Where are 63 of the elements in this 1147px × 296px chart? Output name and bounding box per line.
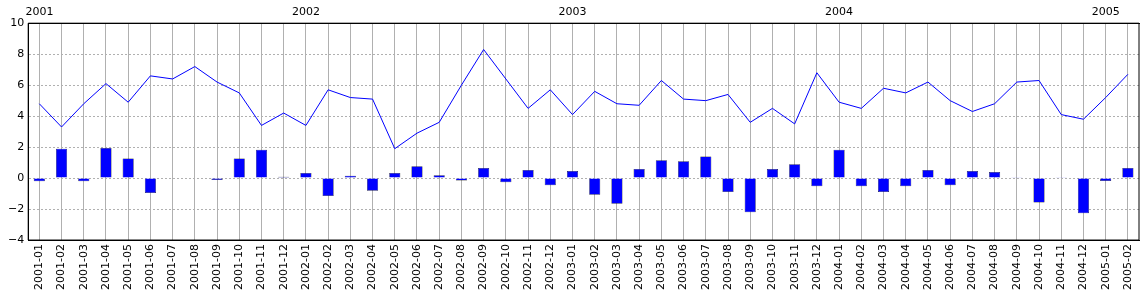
x-tick-label: 2003-08 bbox=[720, 244, 734, 291]
x-tick-label: 2004-11 bbox=[1054, 244, 1068, 291]
y-tick-label: −2 bbox=[8, 201, 25, 215]
x-tick-label: 2004-01 bbox=[831, 244, 845, 291]
x-tick-label: 2002-04 bbox=[365, 244, 379, 291]
x-tick-label: 2003-02 bbox=[587, 244, 601, 291]
x-tick-label: 2001-05 bbox=[121, 244, 135, 291]
x-tick-label: 2002-02 bbox=[320, 244, 334, 291]
x-tick-label: 2003-09 bbox=[743, 244, 757, 291]
x-tick-label: 2002-07 bbox=[432, 244, 446, 291]
x-tick-label: 2004-08 bbox=[987, 244, 1001, 291]
y-tick-label: 10 bbox=[10, 16, 25, 30]
x-tick-label: 2003-10 bbox=[765, 244, 779, 291]
x-tick-label: 2001-07 bbox=[165, 244, 179, 291]
x-tick-label: 2002-01 bbox=[298, 244, 312, 291]
x2-tick-label: 2003 bbox=[558, 5, 587, 19]
x-tick-label: 2004-04 bbox=[898, 244, 912, 291]
x-tick-label: 2004-02 bbox=[854, 244, 868, 291]
y-tick-label: 0 bbox=[17, 170, 25, 184]
x-tick-label: 2003-04 bbox=[632, 244, 646, 291]
x-tick-label: 2002-03 bbox=[343, 244, 357, 291]
x2-tick-label: 2005 bbox=[1091, 5, 1120, 19]
y-tick-label: 4 bbox=[17, 108, 25, 122]
x-tick-label: 2001-04 bbox=[98, 244, 112, 291]
x-tick-label: 2001-02 bbox=[54, 244, 68, 291]
x-tick-label: 2003-07 bbox=[698, 244, 712, 291]
x-tick-label: 2005-02 bbox=[1120, 244, 1134, 291]
x-tick-label: 2001-03 bbox=[76, 244, 90, 291]
y-tick-label: 6 bbox=[17, 78, 25, 92]
x-tick-label: 2002-06 bbox=[409, 244, 423, 291]
x-tick-label: 2002-05 bbox=[387, 244, 401, 291]
x-tick-label: 2002-09 bbox=[476, 244, 490, 291]
x-tick-label: 2002-08 bbox=[454, 244, 468, 291]
x-tick-label: 2002-11 bbox=[520, 244, 534, 291]
x-tick-label: 2004-03 bbox=[876, 244, 890, 291]
x2-tick-label: 2002 bbox=[291, 5, 320, 19]
x-tick-label: 2004-12 bbox=[1076, 244, 1090, 291]
x-tick-label: 2001-09 bbox=[209, 244, 223, 291]
x-tick-label: 2001-10 bbox=[232, 244, 246, 291]
x-tick-label: 2004-05 bbox=[920, 244, 934, 291]
x-tick-label: 2001-12 bbox=[276, 244, 290, 291]
x-tick-label: 2004-10 bbox=[1031, 244, 1045, 291]
x-tick-label: 2003-05 bbox=[654, 244, 668, 291]
x-tick-label: 2004-09 bbox=[1009, 244, 1023, 291]
x-tick-label: 2001-11 bbox=[254, 244, 268, 291]
x2-tick-label: 2001 bbox=[25, 5, 54, 19]
x-tick-label: 2005-01 bbox=[1098, 244, 1112, 291]
y-tick-label: −4 bbox=[8, 232, 25, 246]
x-tick-label: 2001-08 bbox=[187, 244, 201, 291]
x-tick-label: 2003-11 bbox=[787, 244, 801, 291]
x-tick-label: 2004-07 bbox=[965, 244, 979, 291]
x-tick-label: 2003-03 bbox=[609, 244, 623, 291]
x-tick-label: 2004-06 bbox=[943, 244, 957, 291]
x-tick-label: 2001-06 bbox=[143, 244, 157, 291]
y-tick-label: 2 bbox=[17, 139, 25, 153]
x-tick-label: 2003-01 bbox=[565, 244, 579, 291]
x-tick-label: 2001-01 bbox=[32, 244, 46, 291]
x-tick-label: 2003-12 bbox=[809, 244, 823, 291]
x-tick-label: 2002-12 bbox=[543, 244, 557, 291]
x2-tick-label: 2004 bbox=[825, 5, 854, 19]
x-tick-label: 2003-06 bbox=[676, 244, 690, 291]
y-tick-label: 8 bbox=[17, 47, 25, 61]
x-tick-label: 2002-10 bbox=[498, 244, 512, 291]
